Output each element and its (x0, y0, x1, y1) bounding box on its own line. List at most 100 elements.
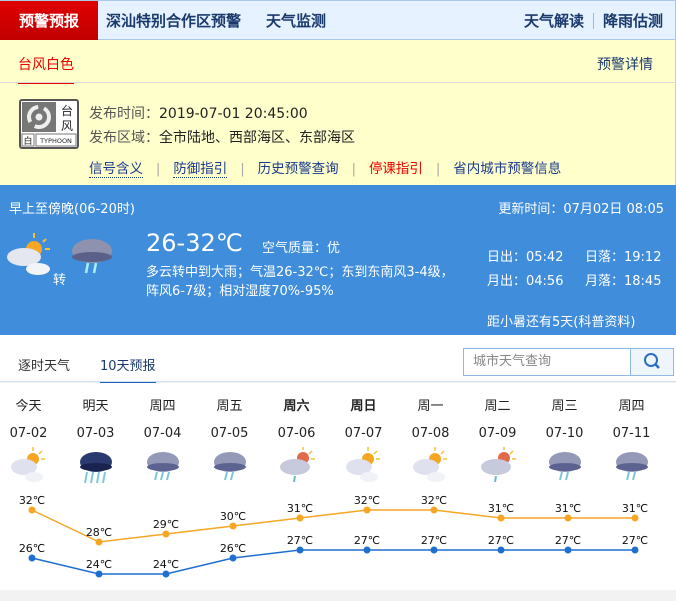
date: 07-04 (143, 426, 182, 441)
weekday: 今天 (15, 399, 42, 414)
nav-weather-monitor[interactable]: 天气监测 (266, 12, 327, 30)
low-temp-point (564, 546, 572, 554)
solar-term-link[interactable]: 距小暑还有5天(科普资料) (487, 315, 636, 330)
city-search-input[interactable]: 城市天气查询 (463, 348, 631, 376)
date: 07-02 (9, 426, 48, 441)
turn-label: 转 (53, 273, 67, 288)
warning-tab-typhoon[interactable]: 台风白色 (18, 54, 74, 84)
link-history-query[interactable]: 历史预警查询 (257, 161, 339, 177)
weekday: 周四 (618, 399, 645, 414)
high-temp-label: 32℃ (421, 494, 447, 507)
light-rain-icon (598, 445, 665, 485)
low-temp-point (430, 546, 438, 554)
svg-text:台: 台 (61, 103, 73, 118)
high-temp-point (363, 506, 371, 514)
desc-line-2: 阵风6-7级；相对湿度70%-95% (146, 284, 334, 299)
forecast-day: 周五 07-05 (196, 395, 263, 485)
nav-warning-forecast[interactable]: 预警预报 (0, 1, 98, 41)
date: 07-05 (210, 426, 249, 441)
sunrise: 日出：05:42 (487, 250, 564, 265)
high-temp-label: 31℃ (287, 502, 313, 515)
desc-line-1: 多云转中到大雨；气温26-32℃；东到东南风3-4级， (146, 265, 454, 280)
moonrise: 月出：04:56 (487, 274, 564, 289)
divider (0, 82, 676, 83)
date: 07-07 (344, 426, 383, 441)
low-temp-label: 26℃ (220, 542, 246, 555)
nav-shanwei-warning[interactable]: 深汕特别合作区预警 (106, 12, 242, 30)
high-temp-point (631, 514, 639, 522)
tab-10day[interactable]: 10天预报 (100, 355, 156, 385)
weekday: 周二 (484, 399, 511, 414)
high-temp-point (497, 514, 505, 522)
moderate-rain-icon (68, 233, 118, 283)
nav-weather-interpret[interactable]: 天气解读 (524, 12, 585, 30)
heavy-rain-icon (62, 445, 129, 485)
high-temp-point (296, 514, 304, 522)
low-temp-label: 26℃ (19, 542, 45, 555)
high-temp-label: 31℃ (622, 502, 648, 515)
high-temp-line (31, 509, 635, 543)
air-quality: 空气质量：优 (262, 241, 341, 256)
date: 07-11 (612, 426, 651, 441)
forecast-day: 周二 07-09 (464, 395, 531, 485)
low-temp-point (162, 570, 170, 578)
weekday: 周一 (417, 399, 444, 414)
high-temp-point (229, 522, 237, 530)
forecast-day: 周六 07-06 (263, 395, 330, 485)
issue-time: 发布时间：2019-07-01 20:45:00 (89, 106, 308, 122)
low-temp-label: 27℃ (354, 534, 380, 547)
forecast-day: 周一 07-08 (397, 395, 464, 485)
weekday: 周日 (350, 399, 377, 414)
forecast-tabs: 逐时天气 10天预报 城市天气查询 (0, 335, 676, 385)
forecast-day: 今天 07-02 (0, 395, 62, 485)
update-time: 更新时间：07月02日 08:05 (498, 202, 664, 217)
forecast-day: 周四 07-11 (598, 395, 665, 485)
nav-rain-estimate[interactable]: 降雨估测 (603, 12, 664, 30)
typhoon-white-badge-icon: 台 风 白 TYPHOON (19, 99, 79, 149)
tab-hourly[interactable]: 逐时天气 (18, 359, 71, 374)
cloudy-icon (330, 445, 397, 485)
period: 早上至傍晚(06-20时) (9, 202, 135, 217)
link-signal-meaning[interactable]: 信号含义 (89, 161, 143, 178)
high-temp-label: 28℃ (86, 526, 112, 539)
high-temp-label: 31℃ (555, 502, 581, 515)
svg-text:白: 白 (23, 135, 32, 147)
low-temp-point (28, 554, 36, 562)
high-temp-label: 29℃ (153, 518, 179, 531)
svg-text:TYPHOON: TYPHOON (39, 137, 72, 145)
low-temp-label: 27℃ (287, 534, 313, 547)
search-icon (644, 353, 660, 369)
weekday: 明天 (82, 399, 109, 414)
low-temp-label: 27℃ (488, 534, 514, 547)
date: 07-10 (545, 426, 584, 441)
light-rain-icon (196, 445, 263, 485)
weekday: 周五 (216, 399, 243, 414)
date: 07-03 (76, 426, 115, 441)
high-temp-point (95, 538, 103, 546)
high-temp-label: 32℃ (354, 494, 380, 507)
date: 07-09 (478, 426, 517, 441)
weekday: 周六 (283, 399, 310, 414)
low-temp-line (31, 549, 635, 575)
warning-panel: 台风白色 预警详情 (0, 40, 676, 185)
low-temp-label: 27℃ (622, 534, 648, 547)
temp-range: 26-32℃ (146, 229, 243, 257)
low-temp-point (497, 546, 505, 554)
today-weather-panel: 早上至傍晚(06-20时) 更新时间：07月02日 08:05 转 26-32℃… (0, 185, 676, 335)
low-temp-label: 27℃ (421, 534, 447, 547)
link-class-suspension[interactable]: 停课指引 (368, 161, 423, 177)
search-button[interactable] (630, 348, 674, 376)
nav-divider (593, 13, 594, 29)
date: 07-08 (411, 426, 450, 441)
high-temp-label: 31℃ (488, 502, 514, 515)
link-province-warnings[interactable]: 省内城市预警信息 (453, 161, 562, 177)
warning-detail-link[interactable]: 预警详情 (597, 57, 653, 73)
issue-area: 发布区域：全市陆地、西部海区、东部海区 (89, 130, 355, 146)
high-temp-point (430, 506, 438, 514)
cloudy-icon (0, 445, 62, 485)
sunset: 日落：19:12 (585, 250, 662, 265)
low-temp-point (631, 546, 639, 554)
low-temp-label: 24℃ (86, 558, 112, 571)
link-defense-guide[interactable]: 防御指引 (173, 161, 228, 178)
forecast-day: 周四 07-04 (129, 395, 196, 485)
